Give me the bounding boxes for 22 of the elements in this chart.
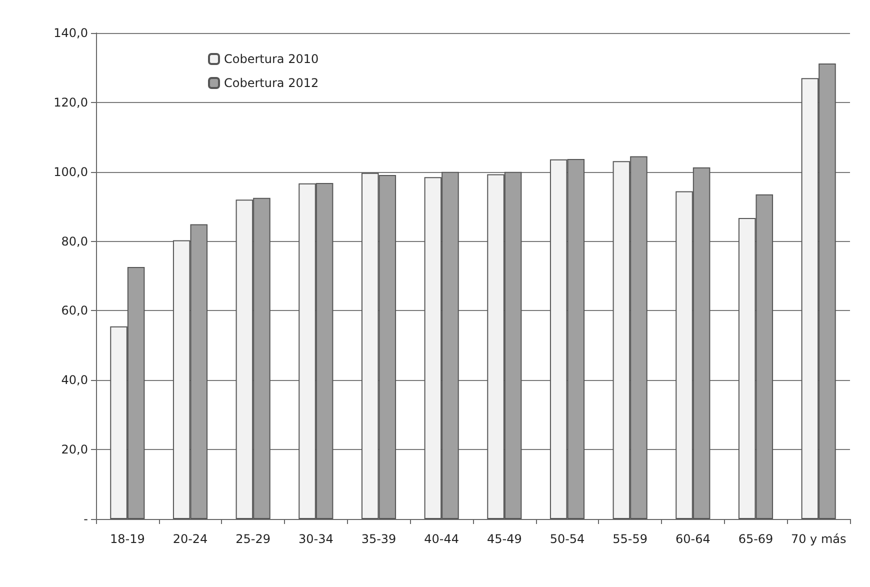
x-tick-label: 70 y más (790, 532, 846, 546)
x-tick-label: 18-19 (110, 532, 145, 546)
x-tick-label: 25-29 (236, 532, 271, 546)
y-tick-label: 60,0 (61, 304, 88, 318)
legend-label: Cobertura 2012 (224, 76, 319, 90)
x-tick-label: 60-64 (675, 532, 710, 546)
y-tick-label: - (84, 512, 88, 526)
y-tick-label: 20,0 (61, 442, 88, 457)
y-tick-label: 100,0 (54, 164, 88, 179)
x-tick-label: 65-69 (738, 532, 774, 546)
y-tick-label: 40,0 (61, 373, 88, 388)
x-tick-label: 55-59 (612, 532, 648, 546)
x-tick-label: 20-24 (172, 532, 208, 546)
x-tick-label: 50-54 (550, 532, 585, 546)
y-tick-label: 80,0 (61, 234, 88, 248)
y-tick-label: 120,0 (54, 95, 88, 110)
y-tick-label: 140,0 (54, 26, 88, 40)
x-tick-label: 40-44 (424, 532, 460, 546)
legend-label: Cobertura 2010 (224, 52, 319, 66)
x-tick-label: 45-49 (486, 532, 522, 546)
x-tick-label: 35-39 (361, 532, 396, 546)
x-tick-label: 30-34 (298, 532, 334, 546)
